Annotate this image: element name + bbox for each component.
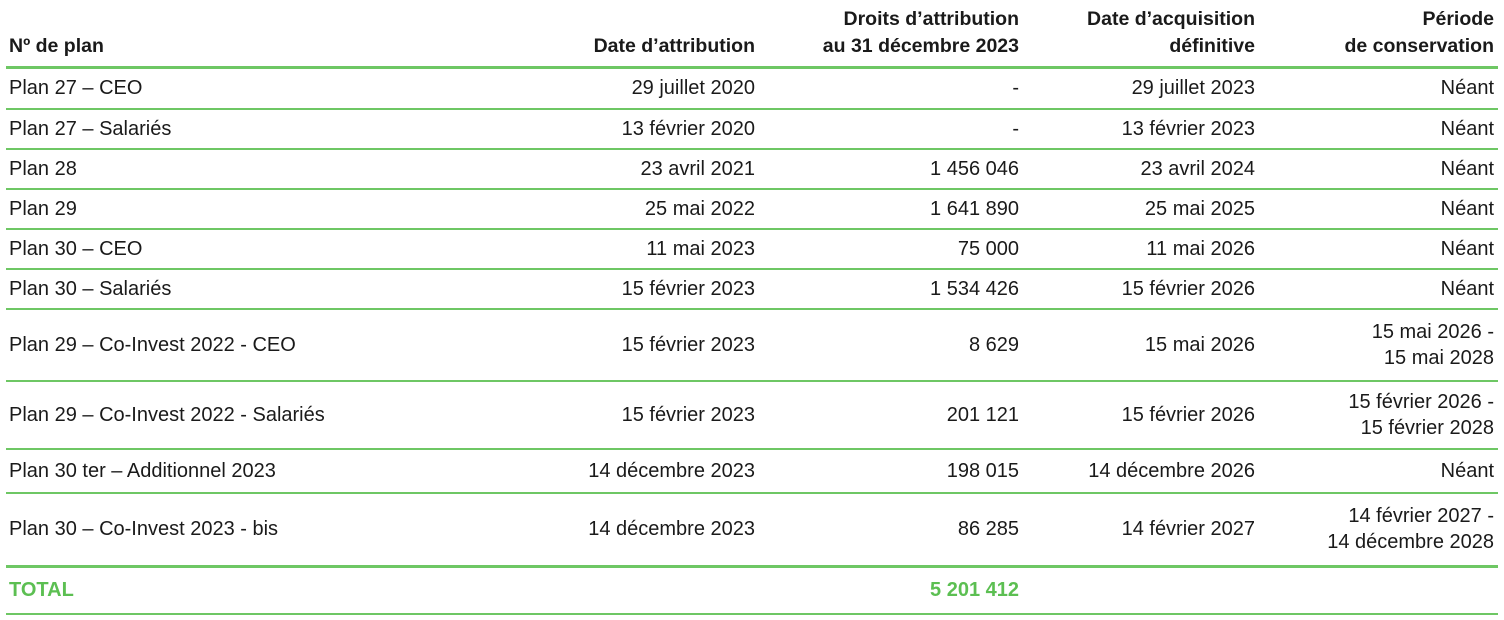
cell-retention-period: Néant [1259, 188, 1498, 230]
cell-plan: Plan 28 [6, 148, 366, 190]
table-row: Plan 30 – CEO 11 mai 2023 75 000 11 mai … [6, 228, 1498, 270]
header-attribution-date: Date d’attribution [366, 0, 759, 69]
cell-plan: Plan 30 – Salariés [6, 268, 366, 310]
cell-retention-period: Néant [1259, 108, 1498, 150]
cell-plan: Plan 30 ter – Additionnel 2023 [6, 448, 366, 494]
cell-rights: 75 000 [759, 228, 1023, 270]
cell-retention-period: Néant [1259, 448, 1498, 494]
cell-rights: 201 121 [759, 380, 1023, 450]
cell-attribution-date: 15 février 2023 [366, 268, 759, 310]
cell-plan: Plan 30 – CEO [6, 228, 366, 270]
cell-attribution-date: 25 mai 2022 [366, 188, 759, 230]
cell-attribution-date: 14 décembre 2023 [366, 492, 759, 568]
cell-retention-period: 15 février 2026 - 15 février 2028 [1259, 380, 1498, 450]
cell-attribution-date: 13 février 2020 [366, 108, 759, 150]
cell-rights: 1 456 046 [759, 148, 1023, 190]
total-rights: 5 201 412 [759, 566, 1023, 615]
table-row: Plan 27 – Salariés 13 février 2020 - 13 … [6, 108, 1498, 150]
cell-plan: Plan 30 – Co-Invest 2023 - bis [6, 492, 366, 568]
cell-rights: 8 629 [759, 308, 1023, 382]
header-rights: Droits d’attribution au 31 décembre 2023 [759, 0, 1023, 69]
cell-rights: 1 641 890 [759, 188, 1023, 230]
cell-retention-period: Néant [1259, 228, 1498, 270]
cell-plan: Plan 27 – CEO [6, 67, 366, 110]
table-row: Plan 30 ter – Additionnel 2023 14 décemb… [6, 448, 1498, 494]
total-empty-cell [1259, 566, 1498, 615]
cell-acquisition-date: 25 mai 2025 [1023, 188, 1259, 230]
cell-attribution-date: 29 juillet 2020 [366, 67, 759, 110]
cell-acquisition-date: 15 mai 2026 [1023, 308, 1259, 382]
cell-acquisition-date: 15 février 2026 [1023, 380, 1259, 450]
total-empty-cell [366, 566, 759, 615]
cell-retention-period: Néant [1259, 67, 1498, 110]
cell-attribution-date: 15 février 2023 [366, 308, 759, 382]
table-row: Plan 29 25 mai 2022 1 641 890 25 mai 202… [6, 188, 1498, 230]
cell-acquisition-date: 14 février 2027 [1023, 492, 1259, 568]
header-plan: Nº de plan [6, 0, 366, 69]
cell-rights: - [759, 108, 1023, 150]
cell-retention-period: 15 mai 2026 - 15 mai 2028 [1259, 308, 1498, 382]
cell-acquisition-date: 15 février 2026 [1023, 268, 1259, 310]
header-retention-period: Période de conservation [1259, 0, 1498, 69]
table-header-row: Nº de plan Date d’attribution Droits d’a… [6, 0, 1498, 69]
cell-acquisition-date: 11 mai 2026 [1023, 228, 1259, 270]
cell-rights: 86 285 [759, 492, 1023, 568]
table-row: Plan 30 – Co-Invest 2023 - bis 14 décemb… [6, 492, 1498, 568]
cell-plan: Plan 27 – Salariés [6, 108, 366, 150]
cell-retention-period: Néant [1259, 268, 1498, 310]
cell-acquisition-date: 14 décembre 2026 [1023, 448, 1259, 494]
table-row: Plan 29 – Co-Invest 2022 - Salariés 15 f… [6, 380, 1498, 450]
cell-attribution-date: 23 avril 2021 [366, 148, 759, 190]
cell-acquisition-date: 13 février 2023 [1023, 108, 1259, 150]
table-row: Plan 28 23 avril 2021 1 456 046 23 avril… [6, 148, 1498, 190]
total-row: TOTAL 5 201 412 [6, 566, 1498, 615]
cell-attribution-date: 14 décembre 2023 [366, 448, 759, 494]
table-row: Plan 29 – Co-Invest 2022 - CEO 15 févrie… [6, 308, 1498, 382]
cell-acquisition-date: 23 avril 2024 [1023, 148, 1259, 190]
total-empty-cell [1023, 566, 1259, 615]
total-label: TOTAL [6, 566, 366, 615]
cell-plan: Plan 29 – Co-Invest 2022 - CEO [6, 308, 366, 382]
cell-rights: 198 015 [759, 448, 1023, 494]
cell-attribution-date: 15 février 2023 [366, 380, 759, 450]
free-share-plans-table: Nº de plan Date d’attribution Droits d’a… [6, 0, 1498, 615]
header-acquisition-date: Date d’acquisition définitive [1023, 0, 1259, 69]
table-row: Plan 27 – CEO 29 juillet 2020 - 29 juill… [6, 67, 1498, 110]
cell-attribution-date: 11 mai 2023 [366, 228, 759, 270]
cell-rights: - [759, 67, 1023, 110]
cell-rights: 1 534 426 [759, 268, 1023, 310]
cell-retention-period: Néant [1259, 148, 1498, 190]
table-row: Plan 30 – Salariés 15 février 2023 1 534… [6, 268, 1498, 310]
cell-retention-period: 14 février 2027 - 14 décembre 2028 [1259, 492, 1498, 568]
cell-plan: Plan 29 [6, 188, 366, 230]
cell-acquisition-date: 29 juillet 2023 [1023, 67, 1259, 110]
cell-plan: Plan 29 – Co-Invest 2022 - Salariés [6, 380, 366, 450]
